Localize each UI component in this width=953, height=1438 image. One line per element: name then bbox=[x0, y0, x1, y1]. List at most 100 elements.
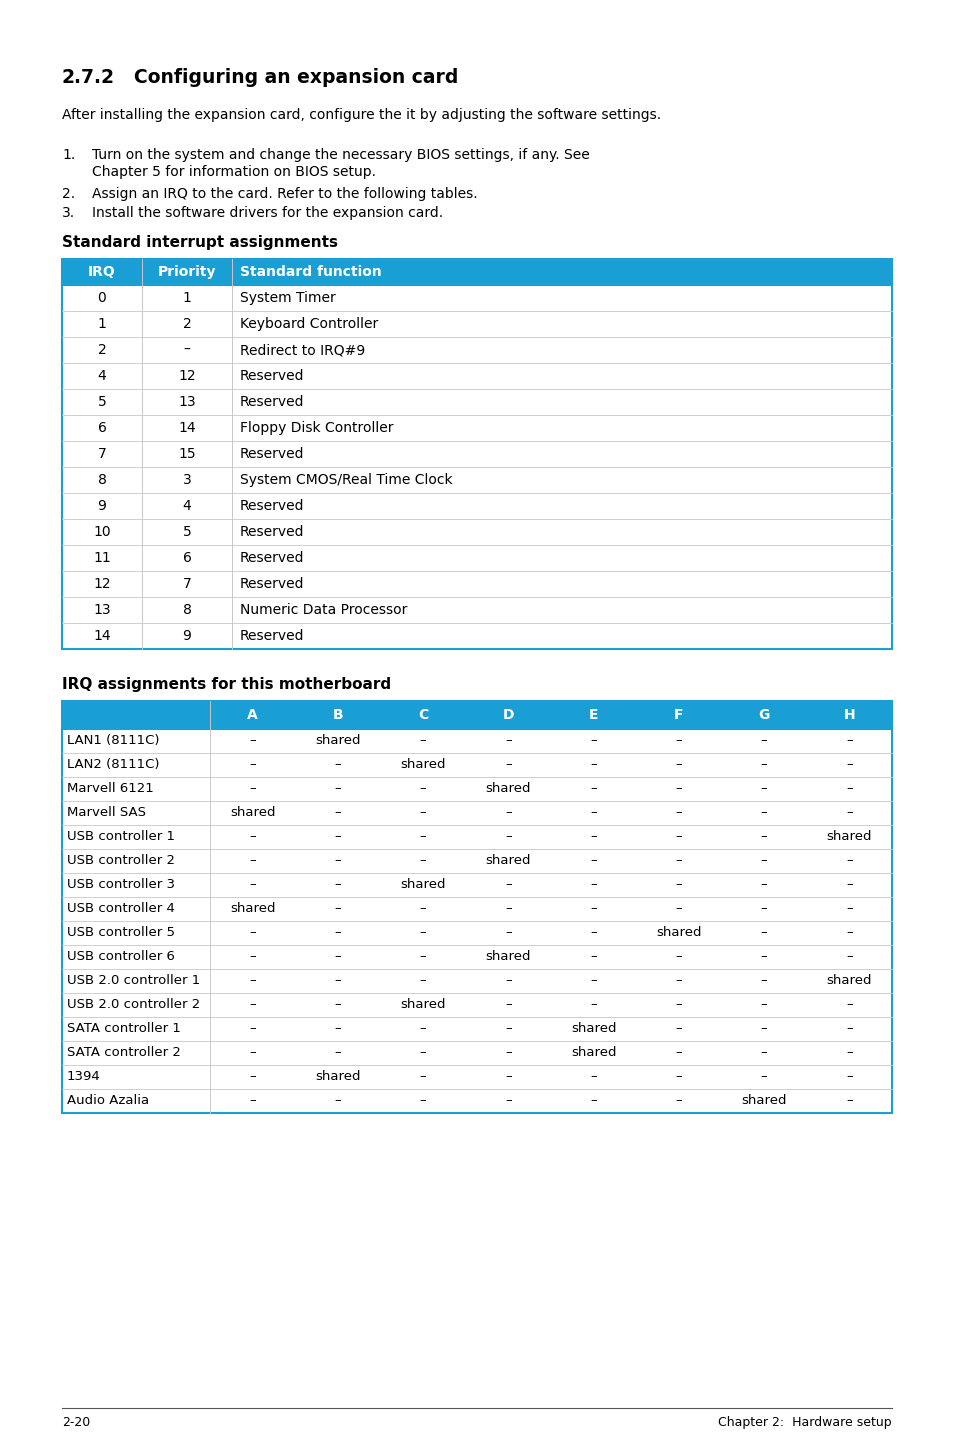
Text: 2-20: 2-20 bbox=[62, 1416, 91, 1429]
Text: –: – bbox=[675, 758, 681, 771]
Text: USB controller 4: USB controller 4 bbox=[67, 902, 174, 915]
Text: –: – bbox=[504, 879, 511, 892]
Text: IRQ assignments for this motherboard: IRQ assignments for this motherboard bbox=[62, 677, 391, 692]
Text: 6: 6 bbox=[97, 421, 107, 436]
Text: F: F bbox=[674, 707, 683, 722]
Text: 5: 5 bbox=[97, 395, 107, 408]
Text: shared: shared bbox=[485, 854, 531, 867]
Text: –: – bbox=[335, 879, 341, 892]
Text: –: – bbox=[335, 758, 341, 771]
Text: 13: 13 bbox=[178, 395, 195, 408]
Bar bbox=[62, 259, 891, 285]
Text: –: – bbox=[845, 998, 852, 1011]
Text: G: G bbox=[758, 707, 769, 722]
Bar bbox=[62, 729, 891, 1113]
Text: 9: 9 bbox=[182, 628, 192, 643]
Text: 7: 7 bbox=[97, 447, 107, 462]
Text: –: – bbox=[590, 926, 597, 939]
Text: 3.: 3. bbox=[62, 206, 75, 220]
Text: –: – bbox=[675, 879, 681, 892]
Text: –: – bbox=[504, 902, 511, 915]
Text: –: – bbox=[504, 830, 511, 843]
Text: –: – bbox=[760, 758, 766, 771]
Text: –: – bbox=[760, 782, 766, 795]
Text: 3: 3 bbox=[182, 473, 192, 487]
Text: –: – bbox=[590, 830, 597, 843]
Text: shared: shared bbox=[570, 1045, 616, 1058]
Text: 1: 1 bbox=[97, 316, 107, 331]
Text: –: – bbox=[249, 1094, 255, 1107]
Text: –: – bbox=[249, 733, 255, 746]
Text: Install the software drivers for the expansion card.: Install the software drivers for the exp… bbox=[91, 206, 442, 220]
Text: –: – bbox=[419, 926, 426, 939]
Text: –: – bbox=[419, 807, 426, 820]
Text: 12: 12 bbox=[93, 577, 111, 591]
Text: Standard interrupt assignments: Standard interrupt assignments bbox=[62, 234, 337, 250]
Bar bbox=[62, 285, 891, 649]
Text: –: – bbox=[249, 974, 255, 986]
Text: –: – bbox=[590, 782, 597, 795]
Text: 0: 0 bbox=[97, 290, 107, 305]
Text: –: – bbox=[335, 807, 341, 820]
Text: –: – bbox=[760, 830, 766, 843]
Text: –: – bbox=[760, 733, 766, 746]
Text: Reserved: Reserved bbox=[240, 370, 304, 383]
Text: –: – bbox=[845, 1022, 852, 1035]
Text: –: – bbox=[590, 1094, 597, 1107]
Text: –: – bbox=[590, 854, 597, 867]
Text: –: – bbox=[590, 807, 597, 820]
Text: H: H bbox=[842, 707, 854, 722]
Text: –: – bbox=[335, 926, 341, 939]
Text: –: – bbox=[419, 782, 426, 795]
Text: Marvell SAS: Marvell SAS bbox=[67, 807, 146, 820]
Text: USB 2.0 controller 2: USB 2.0 controller 2 bbox=[67, 998, 200, 1011]
Text: –: – bbox=[845, 854, 852, 867]
Text: –: – bbox=[335, 854, 341, 867]
Text: shared: shared bbox=[400, 758, 445, 771]
Text: System CMOS/Real Time Clock: System CMOS/Real Time Clock bbox=[240, 473, 452, 487]
Text: System Timer: System Timer bbox=[240, 290, 335, 305]
Text: –: – bbox=[760, 902, 766, 915]
Text: –: – bbox=[335, 1022, 341, 1035]
Text: –: – bbox=[590, 758, 597, 771]
Text: shared: shared bbox=[314, 733, 360, 746]
Text: A: A bbox=[247, 707, 257, 722]
Text: shared: shared bbox=[656, 926, 700, 939]
Text: Priority: Priority bbox=[157, 265, 216, 279]
Text: shared: shared bbox=[400, 879, 445, 892]
Text: –: – bbox=[675, 902, 681, 915]
Text: shared: shared bbox=[485, 951, 531, 963]
Text: shared: shared bbox=[230, 902, 275, 915]
Text: 2.7.2: 2.7.2 bbox=[62, 68, 115, 88]
Text: –: – bbox=[590, 998, 597, 1011]
Text: –: – bbox=[675, 974, 681, 986]
Text: B: B bbox=[333, 707, 343, 722]
Text: USB controller 6: USB controller 6 bbox=[67, 951, 174, 963]
Text: –: – bbox=[760, 1070, 766, 1083]
Text: shared: shared bbox=[400, 998, 445, 1011]
Text: –: – bbox=[335, 974, 341, 986]
Text: LAN2 (8111C): LAN2 (8111C) bbox=[67, 758, 159, 771]
Text: –: – bbox=[504, 926, 511, 939]
Text: 8: 8 bbox=[97, 473, 107, 487]
Text: 5: 5 bbox=[182, 525, 192, 539]
Text: USB controller 2: USB controller 2 bbox=[67, 854, 174, 867]
Text: –: – bbox=[504, 733, 511, 746]
Text: Audio Azalia: Audio Azalia bbox=[67, 1094, 149, 1107]
Text: 7: 7 bbox=[182, 577, 192, 591]
Text: Redirect to IRQ#9: Redirect to IRQ#9 bbox=[240, 344, 365, 357]
Text: shared: shared bbox=[740, 1094, 786, 1107]
Text: shared: shared bbox=[485, 782, 531, 795]
Text: 12: 12 bbox=[178, 370, 195, 383]
Text: Reserved: Reserved bbox=[240, 577, 304, 591]
Text: –: – bbox=[675, 854, 681, 867]
Text: –: – bbox=[249, 1070, 255, 1083]
Text: SATA controller 1: SATA controller 1 bbox=[67, 1022, 181, 1035]
Text: –: – bbox=[675, 807, 681, 820]
Text: USB 2.0 controller 1: USB 2.0 controller 1 bbox=[67, 974, 200, 986]
Text: –: – bbox=[335, 830, 341, 843]
Text: –: – bbox=[760, 974, 766, 986]
Text: –: – bbox=[419, 854, 426, 867]
Text: 4: 4 bbox=[182, 499, 192, 513]
Text: –: – bbox=[249, 1045, 255, 1058]
